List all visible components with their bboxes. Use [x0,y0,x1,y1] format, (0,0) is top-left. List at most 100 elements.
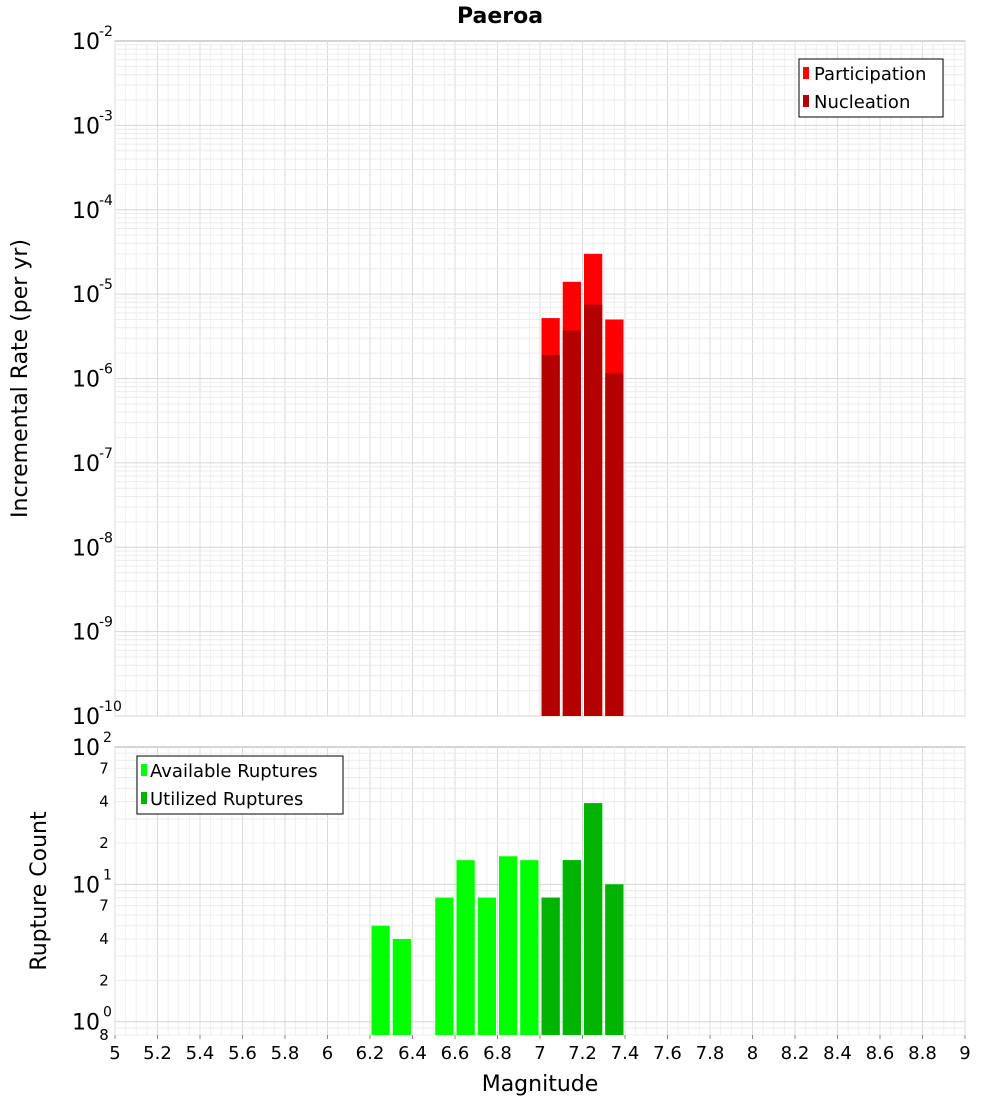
bar-available-ruptures [435,897,454,1035]
y-tick-exponent: -8 [99,530,113,546]
bar-nucleation [562,330,581,716]
count-bars [371,803,624,1035]
x-tick-label: 8 [747,1043,758,1064]
y-tick-label: 10 -2 [72,24,113,55]
legend-label-participation: Participation [814,64,926,85]
y-tick-label: 10 0 [72,1005,112,1036]
x-tick-label: 6.6 [441,1043,470,1064]
legend-label-utilized: Utilized Ruptures [150,789,303,810]
legend-swatch-nucleation [803,95,809,107]
rate-legend: Participation Nucleation [798,58,944,118]
bar-available-ruptures [392,939,411,1035]
y-tick-base: 10 [72,621,100,646]
x-tick-label: 8.2 [781,1043,810,1064]
y-tick-base: 10 [72,114,100,139]
y-tick-exponent: -6 [99,362,113,378]
y-tick-exponent: -2 [99,24,113,40]
x-tick-label: 8.6 [866,1043,895,1064]
x-tick-label: 9 [959,1043,970,1064]
x-tick-label: 5.2 [143,1043,172,1064]
y-tick-label: 10 -3 [72,108,113,139]
y-tick-base: 10 [72,283,100,308]
y-minor-tick-label: 2 [99,971,109,989]
rate-legend-box [798,58,944,118]
y-tick-base: 10 [72,705,100,730]
y-tick-label: 10 -9 [72,615,113,646]
x-tick-label: 8.4 [823,1043,852,1064]
y-minor-tick-label: 4 [99,793,109,811]
y-tick-label: 10 -10 [72,699,122,730]
bar-utilized-ruptures [605,884,624,1035]
bar-utilized-ruptures [584,803,603,1035]
y-tick-exponent: -4 [99,193,113,209]
chart-title: Paeroa [457,4,543,29]
y-tick-label: 10 -7 [72,446,113,477]
bar-nucleation [605,373,624,716]
y-tick-label: 10 -5 [72,277,113,308]
x-tick-label: 7.2 [568,1043,597,1064]
y-tick-base: 10 [72,873,100,898]
y-tick-base: 10 [72,736,100,761]
y-tick-base: 10 [72,199,100,224]
y-minor-tick-label: 7 [99,759,109,777]
y-tick-exponent: -7 [99,446,113,462]
legend-swatch-participation [803,67,809,79]
y-tick-label: 10 -4 [72,193,113,224]
y-tick-exponent: -9 [99,615,113,631]
y-tick-label: 10 1 [72,867,112,898]
x-axis-label: Magnitude [482,1072,599,1097]
x-tick-label: 6 [322,1043,333,1064]
x-tick-label: 6.4 [398,1043,427,1064]
y-tick-exponent: -5 [99,277,113,293]
x-tick-label: 5.8 [271,1043,300,1064]
x-tick-label: 5.4 [186,1043,215,1064]
x-tick-label: 7 [534,1043,545,1064]
x-tick-label: 7.6 [653,1043,682,1064]
x-tick-label: 6.8 [483,1043,512,1064]
y-tick-exponent: -3 [99,108,113,124]
y-minor-tick-label: 2 [99,834,109,852]
y-minor-tick-label: 4 [99,930,109,948]
rate-gridlines [114,41,966,717]
x-tick-label: 5.6 [228,1043,257,1064]
legend-label-available: Available Ruptures [150,761,318,782]
y-tick-exponent: 0 [103,1005,112,1021]
x-tick-label: 8.8 [908,1043,937,1064]
legend-label-nucleation: Nucleation [814,92,910,113]
bar-nucleation [584,304,603,716]
y-tick-base: 10 [72,368,100,393]
rate-bars [541,253,624,716]
bar-available-ruptures [520,860,539,1035]
bar-available-ruptures [499,856,518,1035]
y-tick-exponent: -10 [99,699,122,715]
x-tick-label: 7.8 [696,1043,725,1064]
bar-available-ruptures [477,897,496,1035]
bar-available-ruptures [371,925,390,1035]
y-tick-base: 10 [72,1011,100,1036]
y-tick-base: 10 [72,536,100,561]
rate-y-axis-label: Incremental Rate (per yr) [8,239,33,518]
bar-utilized-ruptures [562,860,581,1035]
bar-available-ruptures [456,860,475,1035]
bar-utilized-ruptures [541,897,560,1035]
bar-nucleation [541,354,560,716]
y-tick-base: 10 [72,452,100,477]
y-tick-label: 10 -8 [72,530,113,561]
x-tick-label: 5 [109,1043,120,1064]
y-tick-label: 10 -6 [72,362,113,393]
y-tick-base: 10 [72,30,100,55]
y-tick-label: 10 2 [72,730,112,761]
y-tick-exponent: 2 [103,730,112,746]
count-y-axis-label: Rupture Count [27,811,52,971]
x-tick-label: 7.4 [611,1043,640,1064]
x-ticks: 5 5.2 5.4 5.6 5.8 6 6.2 6.4 6.6 6.8 7 7.2 7.4 7.6 7.8 8… [109,1035,971,1064]
y-minor-tick-label: 8 [99,1026,109,1044]
legend-swatch-utilized [141,792,147,804]
count-legend: Available Ruptures Utilized Ruptures [136,755,344,815]
y-minor-tick-label: 7 [99,897,109,915]
